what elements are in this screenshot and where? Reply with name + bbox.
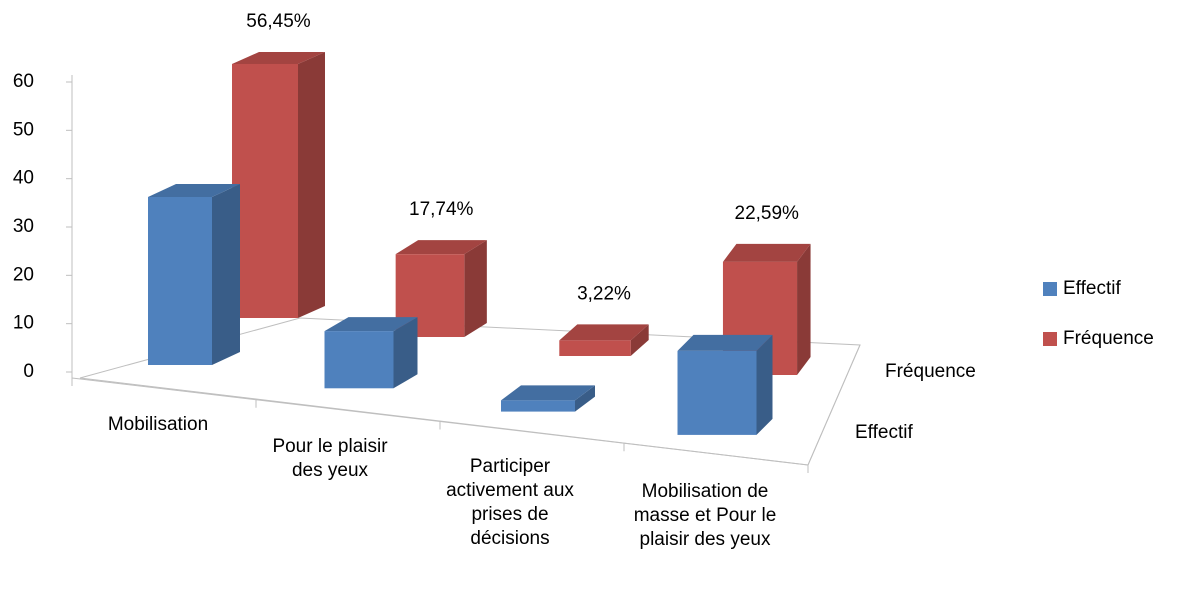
x-tick-label: Pour le plaisir des yeux	[272, 436, 388, 481]
y-tick-label: 50	[13, 119, 34, 140]
y-tick-label: 60	[13, 71, 34, 92]
bar-side	[630, 324, 649, 356]
bar	[677, 350, 757, 435]
y-tick-label: 10	[13, 313, 34, 334]
y-tick-label: 0	[23, 361, 34, 382]
bar	[232, 63, 298, 318]
bar	[148, 197, 212, 365]
bar-side	[298, 51, 325, 318]
bar-side	[212, 184, 240, 365]
bar-side	[797, 243, 811, 375]
bar	[324, 331, 394, 389]
y-tick-label: 30	[13, 216, 34, 237]
bar-side	[575, 385, 595, 412]
bar	[559, 340, 631, 356]
bar-top	[722, 243, 811, 262]
bar-side	[464, 240, 487, 337]
x-tick-label: Mobilisation	[107, 414, 209, 435]
bar-side	[393, 317, 418, 389]
legend-label: Effectif	[1063, 278, 1121, 299]
bar	[501, 400, 575, 412]
depth-tick-label: Fréquence	[885, 361, 976, 382]
data-label: 56,45%	[246, 11, 311, 32]
depth-tick-label: Effectif	[855, 422, 913, 443]
depth-axis	[807, 344, 861, 466]
bar-side	[756, 334, 773, 435]
bar-top	[677, 334, 773, 351]
bar-top	[232, 51, 325, 64]
bar-top	[501, 385, 595, 401]
bar-top	[324, 317, 418, 332]
bar-top	[148, 184, 240, 197]
data-label: 17,74%	[409, 199, 474, 220]
legend-swatch	[1043, 282, 1057, 296]
y-tick-label: 20	[13, 264, 34, 285]
data-label: 22,59%	[735, 203, 800, 224]
y-tick-label: 40	[13, 168, 34, 189]
legend-label: Fréquence	[1063, 328, 1154, 349]
data-label: 3,22%	[577, 283, 631, 304]
x-tick-label: Participer activement aux prises de déci…	[446, 456, 574, 549]
legend-swatch	[1043, 332, 1057, 346]
bar-top	[395, 240, 487, 255]
bar-top	[559, 324, 649, 341]
x-tick-label: Mobilisation de masse et Pour le plaisir…	[633, 481, 777, 550]
